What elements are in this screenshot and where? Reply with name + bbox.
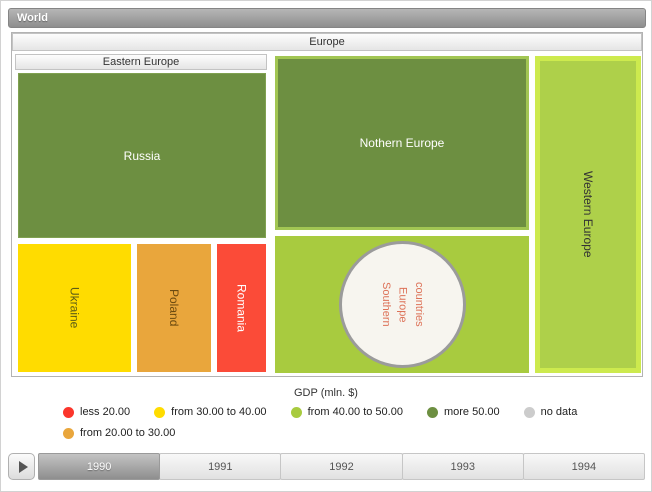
treemap-node-poland[interactable]: Poland <box>137 244 211 372</box>
treemap-node-western-europe[interactable]: Western Europe <box>535 56 641 373</box>
legend-item-label: from 20.00 to 30.00 <box>80 427 176 439</box>
node-label-western-europe: Western Europe <box>581 171 595 258</box>
legend-item[interactable]: less 20.00 <box>63 406 130 418</box>
legend-swatch-icon <box>63 406 74 418</box>
timeline-year-1992[interactable]: 1992 <box>280 453 403 480</box>
play-icon <box>18 460 28 473</box>
breadcrumb-world[interactable]: World <box>8 8 646 28</box>
legend-swatch-icon <box>154 406 166 418</box>
treemap-node-northern-europe[interactable]: Nothern Europe <box>275 56 529 230</box>
node-label-ukraine: Ukraine <box>67 287 82 329</box>
timeline-play-button[interactable] <box>8 453 35 480</box>
legend-item-label: from 40.00 to 50.00 <box>307 406 403 418</box>
legend-swatch-icon <box>426 406 438 418</box>
legend-item[interactable]: from 20.00 to 30.00 <box>63 427 175 439</box>
timeline-year-1994[interactable]: 1994 <box>522 453 646 480</box>
node-label-poland: Poland <box>167 289 181 327</box>
legend-row-1: less 20.00 from 30.00 to 40.00 from 40.00 … <box>63 406 601 418</box>
legend-swatch-icon <box>63 427 74 439</box>
legend-item[interactable]: no data <box>523 406 578 418</box>
node-label-romania: Romania <box>234 283 249 333</box>
legend-item[interactable]: from 30.00 to 40.00 <box>154 406 267 418</box>
treemap-node-russia[interactable]: Russia <box>18 73 266 238</box>
node-label-russia: Russia <box>123 148 161 163</box>
node-label-southern-europe: Southern Europe countries <box>379 282 425 327</box>
legend-item[interactable]: more 50.00 <box>426 406 500 418</box>
breadcrumb-world-label: World <box>17 12 48 24</box>
legend-swatch-icon <box>290 406 302 418</box>
treemap-node-romania[interactable]: Romania <box>217 244 266 372</box>
timeline-track: 1990 1991 1992 1993 1994 <box>38 453 646 480</box>
legend-item[interactable]: from 40.00 to 50.00 <box>290 406 403 418</box>
timeline-year-1990[interactable]: 1990 <box>38 453 161 480</box>
node-label-northern-europe: Nothern Europe <box>359 136 445 150</box>
treemap-node-southern-europe[interactable]: Southern Europe countries <box>275 236 529 373</box>
eastern-europe-header[interactable]: Eastern Europe <box>15 54 267 70</box>
timeline-year-1993[interactable]: 1993 <box>401 453 524 480</box>
legend-item-label: from 30.00 to 40.00 <box>171 406 267 418</box>
legend-row-2: from 20.00 to 30.00 <box>63 427 199 439</box>
legend-item-label: less 20.00 <box>80 406 131 418</box>
timeline-year-1991[interactable]: 1991 <box>159 453 282 480</box>
legend-item-label: more 50.00 <box>443 406 500 418</box>
treemap-node-ukraine[interactable]: Ukraine <box>18 244 131 372</box>
europe-header[interactable]: Europe <box>12 33 642 51</box>
legend-title: GDP (mln. $) <box>294 387 358 399</box>
legend-item-label: no data <box>540 406 578 418</box>
southern-europe-group-circle[interactable]: Southern Europe countries <box>338 241 466 368</box>
legend-swatch-icon <box>523 406 535 418</box>
